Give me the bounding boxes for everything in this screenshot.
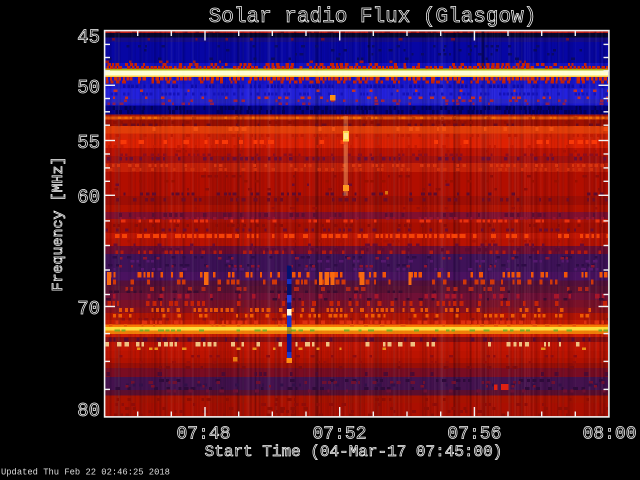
svg-text:07:56: 07:56: [447, 425, 501, 445]
svg-text:07:52: 07:52: [312, 425, 366, 445]
svg-text:70: 70: [77, 298, 100, 320]
svg-text:80: 80: [77, 400, 100, 422]
svg-text:Frequency [MHz]: Frequency [MHz]: [50, 156, 67, 291]
svg-text:50: 50: [77, 77, 100, 99]
svg-text:Solar radio Flux (Glasgow): Solar radio Flux (Glasgow): [209, 6, 537, 29]
svg-text:60: 60: [77, 187, 100, 209]
svg-text:55: 55: [77, 132, 100, 154]
svg-text:Updated Thu Feb 22 02:46:25 20: Updated Thu Feb 22 02:46:25 2018: [1, 468, 170, 478]
svg-text:Start Time (04-Mar-17 07:45:00: Start Time (04-Mar-17 07:45:00): [205, 443, 503, 461]
svg-text:07:48: 07:48: [176, 425, 230, 445]
svg-text:45: 45: [77, 27, 100, 49]
svg-text:08:00: 08:00: [582, 425, 636, 445]
